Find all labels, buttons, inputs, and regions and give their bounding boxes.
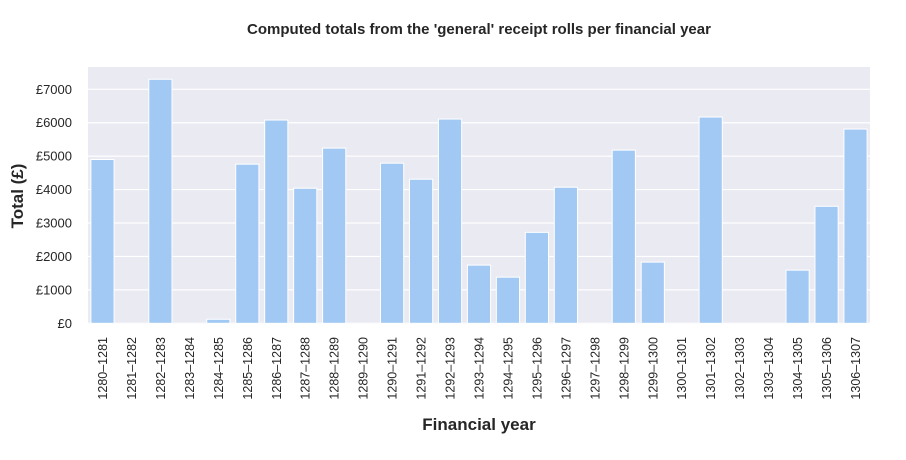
- x-tick-label: 1296–1297: [559, 337, 573, 400]
- bar: [90, 159, 115, 324]
- x-tick-label: 1290–1291: [386, 337, 400, 400]
- x-tick-label: 1293–1294: [473, 337, 487, 400]
- y-tick-label: £2000: [36, 249, 72, 264]
- bar: [814, 205, 839, 324]
- bar: [206, 318, 231, 324]
- bar: [235, 163, 260, 324]
- x-tick-label: 1291–1292: [415, 337, 429, 400]
- x-tick-label: 1302–1303: [733, 337, 747, 400]
- bar: [524, 231, 550, 324]
- x-tick-label: 1292–1293: [444, 337, 458, 400]
- x-tick-label: 1301–1302: [704, 337, 718, 400]
- bar: [264, 119, 289, 324]
- x-tick-label: 1281–1282: [125, 337, 139, 400]
- x-tick-label: 1280–1281: [96, 337, 110, 400]
- bar: [843, 128, 868, 324]
- x-tick-label: 1286–1287: [270, 337, 284, 400]
- x-tick-label: 1299–1300: [646, 337, 660, 400]
- bar: [640, 261, 665, 324]
- x-tick-label: 1300–1301: [675, 337, 689, 400]
- y-tick-label: £1000: [36, 282, 72, 297]
- x-tick-label: 1295–1296: [530, 337, 544, 400]
- x-tick-label: 1306–1307: [849, 337, 863, 400]
- x-tick-label: 1285–1286: [241, 337, 255, 400]
- x-tick-label: 1294–1295: [501, 337, 515, 400]
- x-tick-label: 1289–1290: [357, 337, 371, 400]
- bar: [293, 187, 318, 324]
- y-tick-label: £5000: [36, 149, 72, 164]
- bar: [408, 178, 434, 324]
- bar: [553, 186, 578, 324]
- y-tick-label: £3000: [36, 216, 72, 231]
- bar: [148, 78, 173, 324]
- x-tick-label: 1282–1283: [154, 337, 168, 400]
- x-tick-label: 1304–1305: [791, 337, 805, 400]
- x-tick-label: 1303–1304: [762, 337, 776, 400]
- y-tick-label: £4000: [36, 182, 72, 197]
- x-tick-label: 1288–1289: [328, 337, 342, 400]
- x-tick-label: 1298–1299: [617, 337, 631, 400]
- y-tick-label: £0: [58, 316, 72, 331]
- bar: [466, 264, 492, 324]
- x-tick-label: 1283–1284: [183, 337, 197, 400]
- chart-title: Computed totals from the 'general' recei…: [247, 21, 711, 38]
- bar: [437, 118, 463, 324]
- x-axis-label: Financial year: [422, 415, 536, 434]
- y-tick-label: £6000: [36, 115, 72, 130]
- bar: [698, 116, 723, 324]
- x-tick-label: 1284–1285: [212, 337, 226, 400]
- x-tick-label: 1287–1288: [299, 337, 313, 400]
- x-tick-label: 1305–1306: [820, 337, 834, 400]
- bar: [380, 162, 405, 324]
- y-tick-label: £7000: [36, 82, 72, 97]
- bar: [785, 269, 810, 324]
- y-axis-label: Total (£): [8, 164, 27, 229]
- bar: [495, 276, 521, 324]
- x-tick-label: 1297–1298: [588, 337, 602, 400]
- bar: [322, 147, 347, 324]
- bar: [611, 149, 636, 324]
